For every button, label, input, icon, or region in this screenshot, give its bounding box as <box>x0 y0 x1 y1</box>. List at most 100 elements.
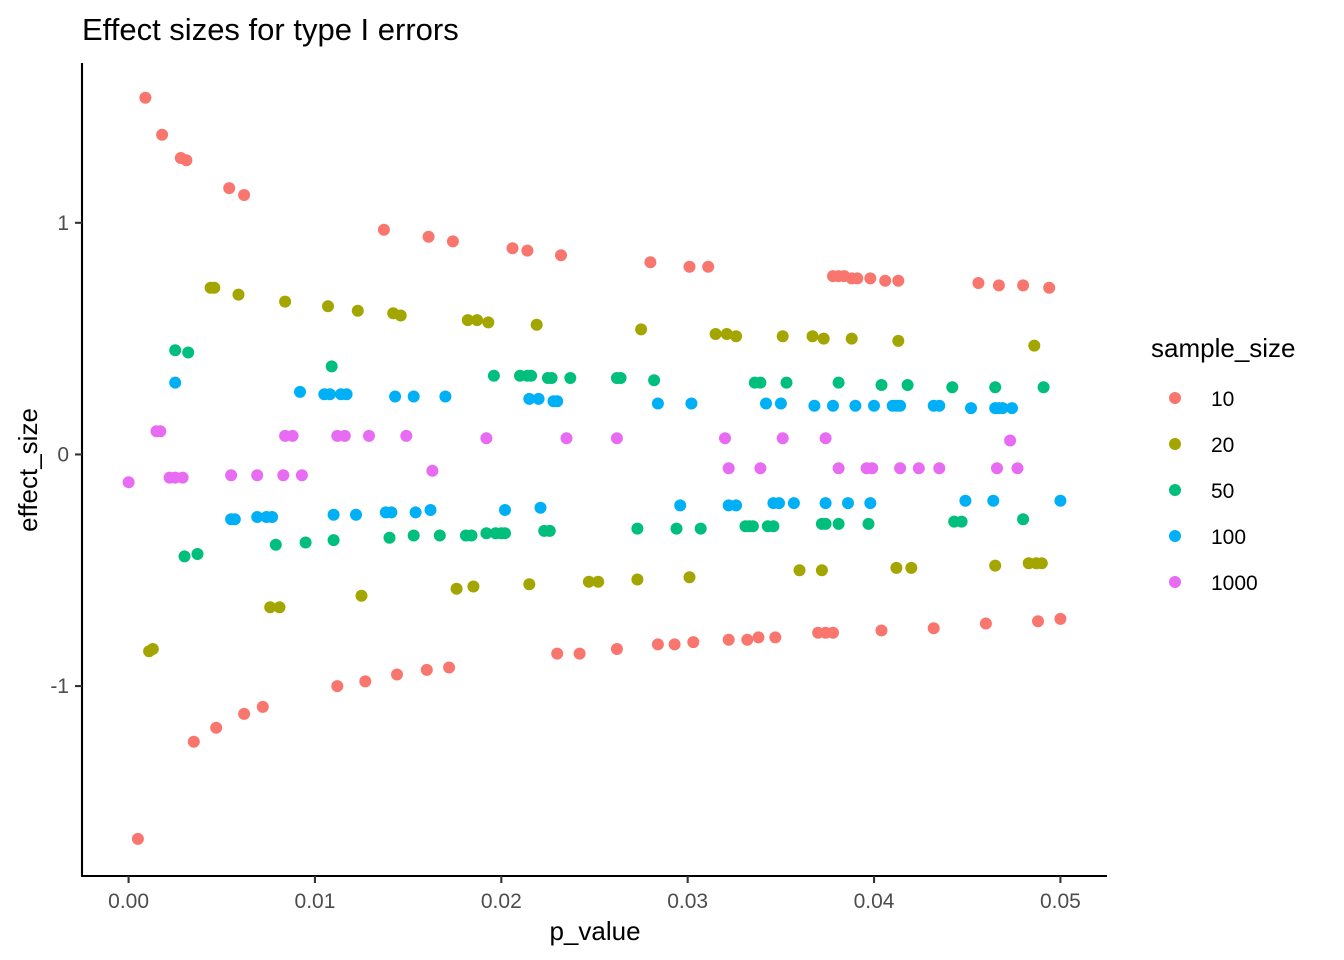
point-size-50-12 <box>648 374 661 387</box>
point-size-50-1 <box>182 346 195 359</box>
point-size-1000-24 <box>722 462 735 475</box>
point-size-100-53 <box>959 494 972 507</box>
point-size-1000-14 <box>1004 434 1017 447</box>
point-size-20-12 <box>635 323 648 336</box>
point-size-50-2 <box>325 360 338 373</box>
point-size-100-8 <box>439 390 452 403</box>
point-size-10-19 <box>851 272 864 285</box>
point-size-50-51 <box>955 515 968 528</box>
point-size-10-30 <box>238 707 251 720</box>
point-size-10-3 <box>180 154 193 167</box>
legend-items: 10 20 50 100 1000 <box>1169 388 1258 595</box>
point-size-50-0 <box>169 344 182 357</box>
point-size-50-9 <box>564 372 577 384</box>
point-size-20-31 <box>592 575 605 588</box>
point-size-20-27 <box>450 582 463 595</box>
legend-label-1000: 1000 <box>1211 572 1258 595</box>
point-size-100-41 <box>424 504 437 516</box>
point-size-10-34 <box>391 668 403 681</box>
point-size-1000-9 <box>560 432 573 445</box>
x-tick-label: 0.00 <box>108 890 149 913</box>
point-size-10-5 <box>238 189 251 201</box>
point-size-10-31 <box>256 700 269 713</box>
point-size-50-20 <box>989 381 1002 394</box>
point-size-100-49 <box>787 497 800 510</box>
point-size-10-53 <box>1032 615 1044 628</box>
chart-title: Effect sizes for type I errors <box>82 12 459 47</box>
point-size-100-37 <box>350 508 362 521</box>
point-size-10-12 <box>644 256 657 269</box>
point-size-100-35 <box>266 511 279 523</box>
point-size-100-36 <box>327 508 340 521</box>
point-size-1000-8 <box>480 432 493 445</box>
point-size-50-39 <box>670 522 683 535</box>
point-size-100-14 <box>685 397 698 410</box>
point-size-10-27 <box>131 832 144 845</box>
point-size-50-45 <box>767 520 780 533</box>
point-size-100-25 <box>933 399 946 412</box>
point-size-20-4 <box>322 300 334 313</box>
point-size-1000-1 <box>154 425 167 438</box>
point-size-10-41 <box>668 638 681 651</box>
point-size-50-22 <box>178 550 191 563</box>
point-size-10-50 <box>875 624 888 637</box>
point-size-10-8 <box>446 235 459 248</box>
point-size-1000-23 <box>426 464 439 477</box>
point-size-1000-20 <box>251 469 264 482</box>
point-size-1000-21 <box>277 469 290 482</box>
x-axis-ticks: 0.00 0.01 0.02 0.03 0.04 0.05 <box>108 876 1081 913</box>
point-size-50-11 <box>614 372 627 384</box>
point-size-10-10 <box>521 244 534 257</box>
point-size-50-23 <box>191 548 204 560</box>
point-size-100-44 <box>674 499 687 512</box>
point-size-10-39 <box>610 643 623 655</box>
point-size-1000-19 <box>225 469 238 482</box>
y-tick-label: 0 <box>57 443 69 466</box>
point-size-10-52 <box>979 617 992 630</box>
point-size-50-14 <box>754 376 767 389</box>
point-size-50-16 <box>832 376 845 389</box>
point-size-1000-13 <box>819 432 832 445</box>
y-tick-label: -1 <box>50 675 69 698</box>
point-size-20-13 <box>709 328 722 340</box>
point-size-20-3 <box>279 295 292 308</box>
point-size-20-1 <box>208 281 221 294</box>
point-size-100-18 <box>827 399 839 412</box>
point-size-100-46 <box>730 499 743 512</box>
point-size-50-19 <box>946 381 959 394</box>
point-size-10-29 <box>210 721 223 734</box>
point-size-20-29 <box>523 578 536 591</box>
point-size-10-37 <box>551 647 564 660</box>
point-size-10-9 <box>506 242 519 255</box>
point-size-50-40 <box>694 522 707 535</box>
point-size-10-38 <box>573 647 586 660</box>
point-size-50-38 <box>631 522 644 535</box>
point-size-50-18 <box>901 379 914 391</box>
point-size-1000-32 <box>991 462 1003 475</box>
point-size-20-18 <box>817 332 830 345</box>
point-size-100-30 <box>1006 402 1018 415</box>
point-size-50-27 <box>383 531 396 544</box>
point-size-20-23 <box>146 643 159 655</box>
point-size-20-38 <box>989 559 1002 572</box>
point-size-1000-10 <box>610 432 623 445</box>
x-tick-label: 0.04 <box>854 890 895 913</box>
point-size-20-33 <box>683 571 696 584</box>
point-size-50-47 <box>819 517 832 530</box>
point-size-1000-31 <box>933 462 946 475</box>
point-size-1000-28 <box>866 462 879 475</box>
point-size-1000-18 <box>176 471 189 484</box>
legend-label-10: 10 <box>1211 388 1234 411</box>
legend-key-100 <box>1169 530 1181 542</box>
point-size-20-7 <box>394 309 407 322</box>
y-axis-ticks: -1 0 1 <box>50 212 82 698</box>
point-size-100-39 <box>385 506 398 519</box>
point-size-50-48 <box>832 517 845 530</box>
point-size-10-22 <box>892 274 905 287</box>
point-size-50-28 <box>407 529 420 542</box>
point-size-50-3 <box>487 369 500 382</box>
point-size-1000-6 <box>363 429 375 442</box>
point-size-1000-12 <box>776 432 789 445</box>
